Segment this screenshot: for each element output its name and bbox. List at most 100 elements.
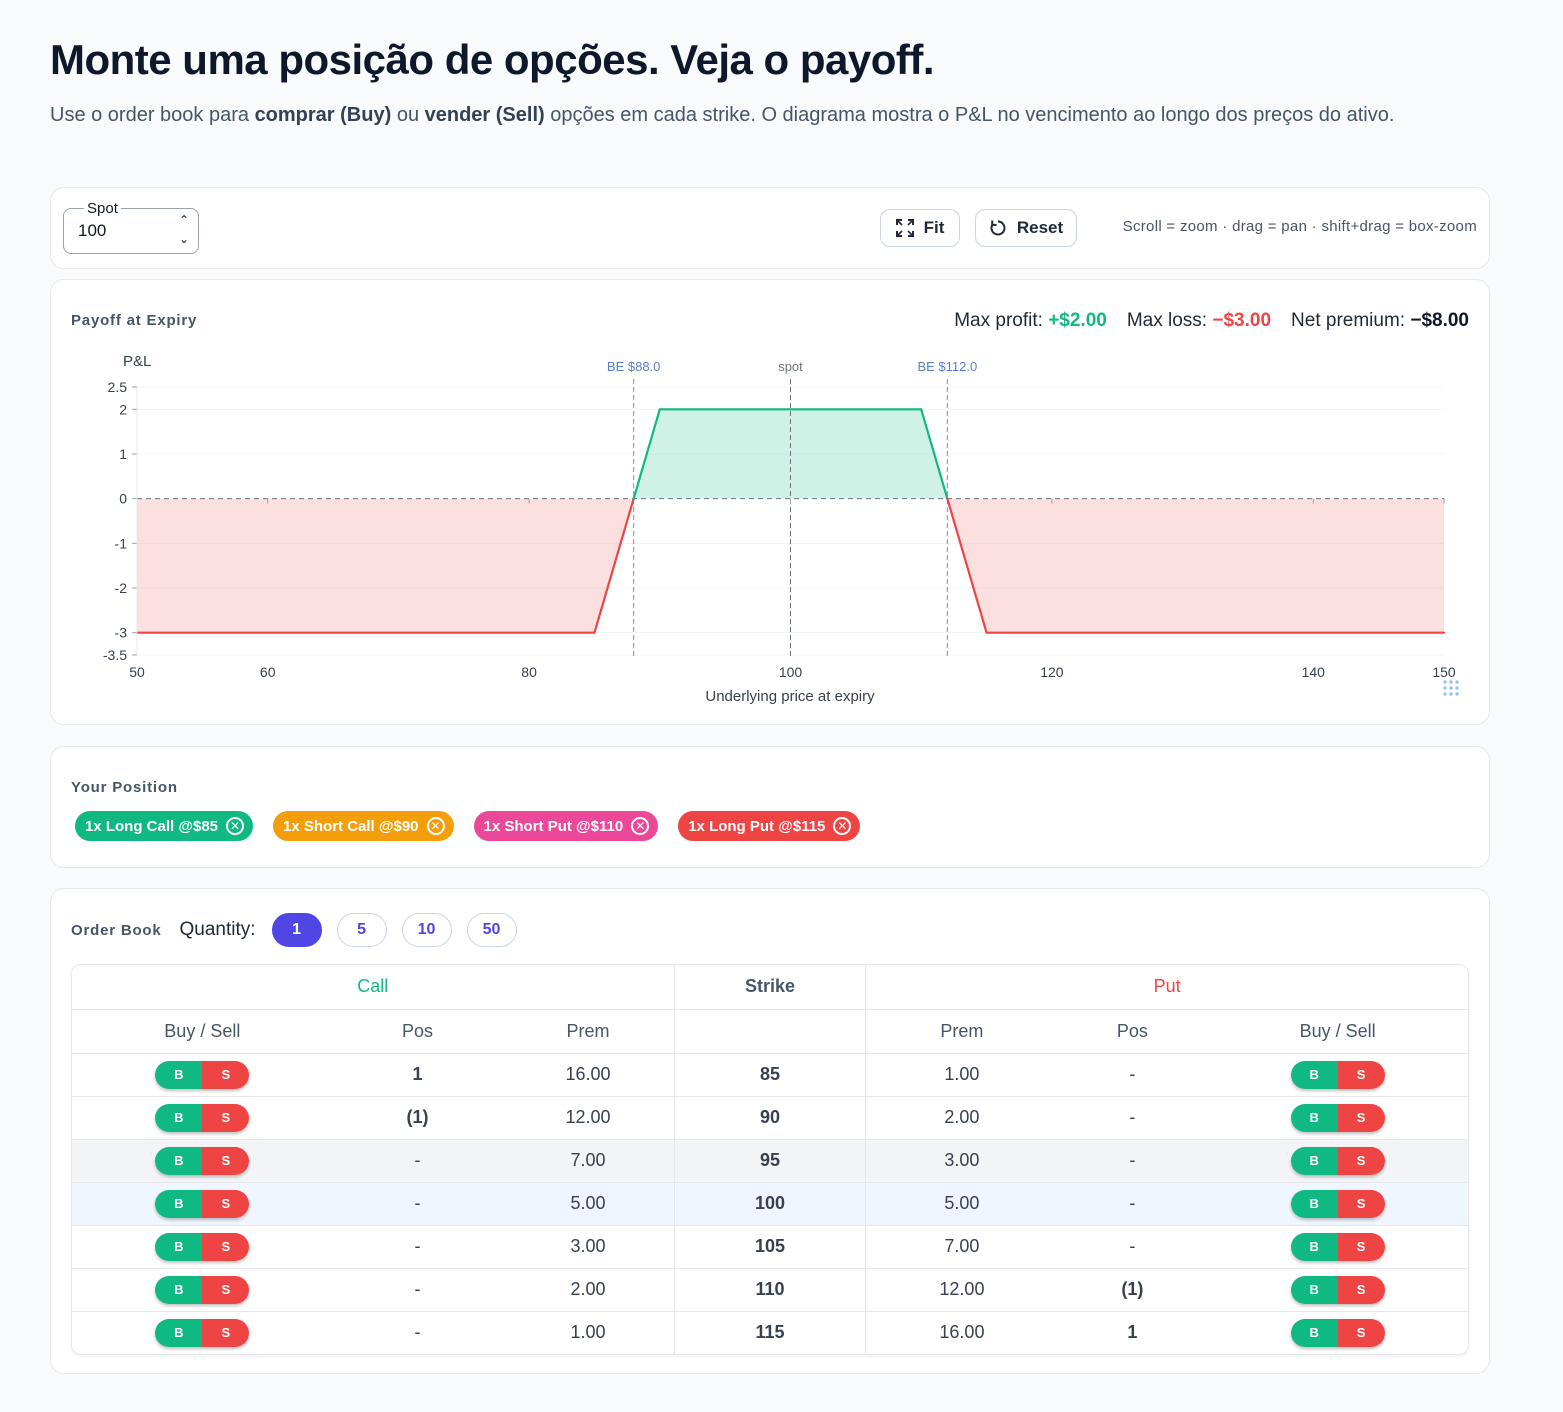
col-call-pos: Pos <box>332 1009 503 1054</box>
call-prem-cell: 12.00 <box>502 1096 675 1140</box>
fit-button[interactable]: Fit <box>880 209 960 247</box>
col-put-pos: Pos <box>1057 1009 1208 1054</box>
put-buy-button[interactable]: B <box>1290 1146 1338 1175</box>
put-sell-button[interactable]: S <box>1337 1103 1385 1132</box>
strike-cell: 115 <box>674 1311 867 1354</box>
y-tick-label: -1 <box>115 535 128 551</box>
marker-label: BE $88.0 <box>607 359 661 374</box>
position-chip[interactable]: 1x Long Call @$85 ✕ <box>75 811 254 841</box>
quantity-button-10[interactable]: 10 <box>401 913 452 947</box>
close-icon[interactable]: ✕ <box>426 817 445 835</box>
call-pos-cell: - <box>414 1322 421 1343</box>
payoff-line-segment <box>632 408 661 500</box>
call-buy-button[interactable]: B <box>155 1103 203 1132</box>
reset-button[interactable]: Reset <box>975 209 1077 247</box>
table-row: B S (1) 12.00 90 2.00- B S <box>72 1096 1468 1140</box>
call-sell-button[interactable]: S <box>202 1232 250 1261</box>
quantity-button-50[interactable]: 50 <box>466 913 517 947</box>
call-buy-button[interactable]: B <box>155 1189 203 1218</box>
call-sell-button[interactable]: S <box>202 1275 250 1304</box>
spot-value[interactable]: 100 <box>78 221 107 240</box>
position-chip[interactable]: 1x Long Put @$115 ✕ <box>678 811 861 841</box>
call-sell-button[interactable]: S <box>202 1318 250 1347</box>
call-buy-button[interactable]: B <box>155 1275 203 1304</box>
strike-cell: 90 <box>674 1096 867 1140</box>
put-group-header: Put <box>865 965 1468 1010</box>
orderbook-card: Order Book Quantity: 1 5 10 50 Call Stri… <box>50 888 1490 1374</box>
spot-input[interactable]: Spot 100 ⌃ ⌄ <box>63 200 199 254</box>
put-buy-button[interactable]: B <box>1290 1232 1338 1261</box>
put-prem-cell: 16.00 <box>939 1322 985 1343</box>
position-chips: 1x Long Call @$85 ✕ 1x Short Call @$90 ✕ 1… <box>75 811 861 841</box>
call-sell-button[interactable]: S <box>202 1189 250 1218</box>
max-loss: Max loss: −$3.00 <box>1126 310 1272 331</box>
position-chip[interactable]: 1x Short Put @$110 ✕ <box>473 811 659 841</box>
call-buy-button[interactable]: B <box>155 1060 203 1089</box>
strike-cell: 85 <box>674 1053 867 1097</box>
put-buy-button[interactable]: B <box>1290 1318 1338 1347</box>
put-sell-button[interactable]: S <box>1337 1318 1385 1347</box>
close-icon[interactable]: ✕ <box>226 817 245 835</box>
net-premium: Net premium: −$8.00 <box>1291 310 1469 331</box>
call-buy-button[interactable]: B <box>155 1232 203 1261</box>
call-prem-cell: 3.00 <box>502 1225 675 1269</box>
drag-handle-icon[interactable] <box>1443 680 1459 696</box>
call-prem-cell: 5.00 <box>502 1182 675 1226</box>
col-strike-blank <box>674 1009 867 1054</box>
put-buy-button[interactable]: B <box>1290 1189 1338 1218</box>
close-icon[interactable]: ✕ <box>631 817 650 835</box>
payoff-chart[interactable]: BE $88.0 spot BE $112.0 2.5 2 1 0 -1 -2 -3 -3.550… <box>51 280 1489 724</box>
quantity-button-5[interactable]: 5 <box>336 913 387 947</box>
put-sell-button[interactable]: S <box>1337 1275 1385 1304</box>
call-prem-cell: 2.00 <box>502 1268 675 1312</box>
put-sell-button[interactable]: S <box>1337 1060 1385 1089</box>
strike-cell: 105 <box>674 1225 867 1269</box>
put-sell-button[interactable]: S <box>1337 1146 1385 1175</box>
x-tick-label: 60 <box>260 664 276 680</box>
put-buy-button[interactable]: B <box>1290 1275 1338 1304</box>
put-buy-button[interactable]: B <box>1290 1103 1338 1132</box>
close-icon[interactable]: ✕ <box>833 817 852 835</box>
y-axis-label: P&L <box>123 353 151 370</box>
put-pos-cell: (1) <box>1057 1268 1208 1312</box>
put-pos-cell: - <box>1057 1096 1208 1140</box>
chevron-down-icon[interactable]: ⌄ <box>178 232 190 246</box>
quantity-button-1[interactable]: 1 <box>271 913 322 947</box>
call-buy-button[interactable]: B <box>155 1146 203 1175</box>
col-put-buysell: Buy / Sell <box>1207 1009 1468 1054</box>
x-tick-label: 140 <box>1302 664 1326 680</box>
y-tick-label: 2.5 <box>108 379 128 395</box>
call-sell-button[interactable]: S <box>202 1146 250 1175</box>
put-pos-cell: - <box>1057 1225 1208 1269</box>
x-tick-label: 150 <box>1432 664 1456 680</box>
position-chip[interactable]: 1x Short Call @$90 ✕ <box>273 811 454 841</box>
page-subtitle: Use o order book para comprar (Buy) ou v… <box>50 104 1395 126</box>
spot-stepper[interactable]: ⌃ ⌄ <box>176 211 192 249</box>
call-pos-cell: - <box>332 1268 503 1312</box>
col-call-buysell: Buy / Sell <box>72 1009 333 1054</box>
put-prem-cell: 3.00 <box>865 1139 1058 1183</box>
call-prem-cell: 16.00 <box>502 1053 675 1097</box>
call-sell-button[interactable]: S <box>202 1103 250 1132</box>
table-row: B S -7.00 95 3.00- B S <box>72 1139 1468 1183</box>
call-buy-button[interactable]: B <box>155 1318 203 1347</box>
put-sell-button[interactable]: S <box>1337 1232 1385 1261</box>
chevron-up-icon[interactable]: ⌃ <box>178 213 190 227</box>
put-buy-button[interactable]: B <box>1290 1060 1338 1089</box>
y-tick-label: -3.5 <box>103 647 127 663</box>
put-pos-cell: 1 <box>1127 1322 1138 1343</box>
call-sell-button[interactable]: S <box>202 1060 250 1089</box>
put-sell-button[interactable]: S <box>1337 1189 1385 1218</box>
